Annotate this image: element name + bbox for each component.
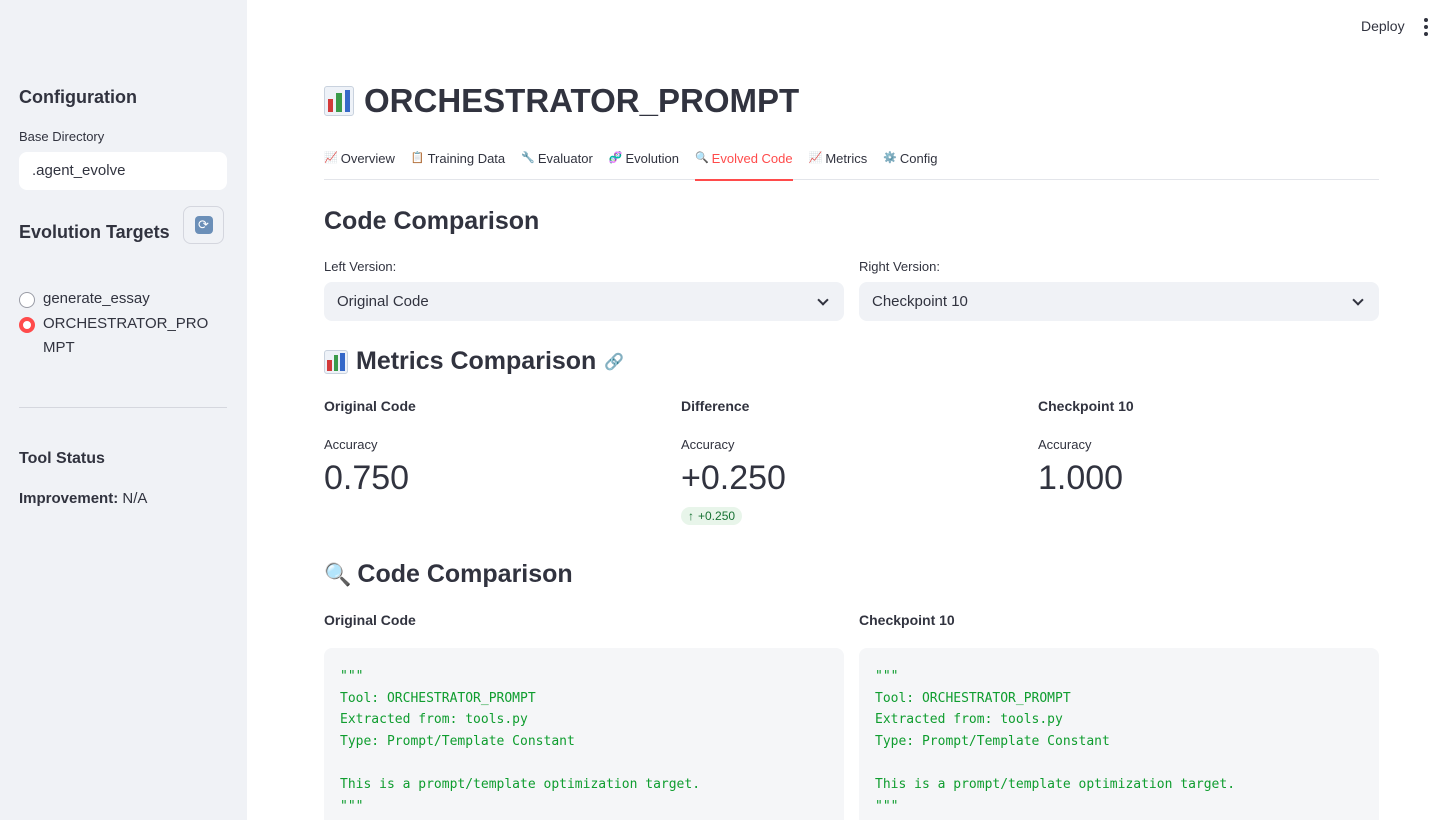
metric-difference: Difference Accuracy +0.250 ↑ +0.250	[681, 398, 1021, 525]
left-version-label: Left Version:	[324, 259, 397, 274]
metric-value: 1.000	[1038, 459, 1124, 497]
magnifier-icon: 🔍	[324, 561, 352, 587]
base-directory-label: Base Directory	[19, 129, 105, 144]
dna-icon: 🧬	[608, 152, 623, 164]
right-version-select[interactable]: Checkpoint 10	[859, 282, 1379, 321]
metric-label: Accuracy	[681, 437, 735, 452]
right-code-title: Checkpoint 10	[859, 612, 955, 628]
page-title-text: ORCHESTRATOR_PROMPT	[364, 82, 800, 119]
metric-checkpoint: Checkpoint 10 Accuracy 1.000	[1038, 398, 1378, 498]
radio-checked-icon	[19, 317, 35, 333]
wrench-icon: 🔧	[521, 152, 535, 164]
left-version-value: Original Code	[337, 293, 429, 310]
sidebar: Configuration Base Directory .agent_evol…	[0, 0, 247, 820]
target-radio-orchestrator-prompt[interactable]: ORCHESTRATOR_PROMPT	[19, 315, 211, 360]
tab-evolution[interactable]: 🧬 Evolution	[609, 148, 679, 180]
page-title: ORCHESTRATOR_PROMPT	[324, 82, 799, 120]
code-comparison-heading: Code Comparison	[324, 207, 540, 235]
right-version-label: Right Version:	[859, 259, 940, 274]
delta-badge: ↑ +0.250	[681, 507, 743, 525]
tab-evolved-code[interactable]: 🔍 Evolved Code	[694, 148, 793, 181]
improvement-status: Improvement: N/A	[19, 490, 147, 507]
chart-up-icon: 📈	[324, 152, 338, 164]
arrow-up-icon: ↑	[688, 509, 694, 523]
tab-label: Config	[899, 151, 938, 166]
right-code-block[interactable]: """ Tool: ORCHESTRATOR_PROMPT Extracted …	[859, 648, 1379, 820]
tab-label: Evaluator	[537, 151, 593, 166]
tab-label: Training Data	[427, 151, 506, 166]
deploy-button[interactable]: Deploy	[1361, 18, 1405, 34]
metric-label: Accuracy	[1038, 437, 1092, 452]
bar-chart-icon	[324, 349, 348, 374]
metric-value: 0.750	[324, 459, 410, 497]
chart-up-icon: 📈	[808, 152, 823, 164]
metrics-comparison-heading: Metrics Comparison 🔗	[324, 347, 624, 376]
tab-bar: 📈 Overview 📋 Training Data 🔧 Evaluator 🧬 Evo…	[324, 148, 1379, 181]
tab-label: Evolution	[625, 151, 679, 166]
tool-status-heading: Tool Status	[19, 450, 105, 467]
metric-head: Original Code	[324, 398, 416, 414]
bar-chart-icon	[324, 86, 354, 116]
tab-training-data[interactable]: 📋 Training Data	[411, 148, 505, 180]
right-version-value: Checkpoint 10	[872, 293, 968, 310]
radio-unchecked-icon	[19, 292, 35, 308]
left-version-select[interactable]: Original Code	[324, 282, 844, 321]
clipboard-icon: 📋	[410, 152, 425, 164]
improvement-value: N/A	[122, 490, 148, 507]
sidebar-divider	[19, 407, 227, 408]
metric-head: Difference	[681, 398, 750, 414]
link-icon[interactable]: 🔗	[604, 353, 625, 371]
chevron-down-icon	[817, 293, 829, 306]
metric-value: +0.250	[681, 459, 786, 497]
refresh-icon: ⟳	[194, 216, 213, 234]
code-view-heading: 🔍 Code Comparison	[324, 560, 573, 589]
metric-original: Original Code Accuracy 0.750	[324, 398, 664, 498]
configuration-heading: Configuration	[19, 87, 137, 107]
more-menu-icon[interactable]	[1416, 18, 1436, 36]
target-label: ORCHESTRATOR_PROMPT	[43, 315, 209, 356]
metrics-heading-text: Metrics Comparison	[356, 347, 597, 375]
chevron-down-icon	[1352, 293, 1364, 306]
tab-label: Overview	[340, 151, 395, 166]
improvement-label: Improvement:	[19, 490, 119, 507]
delta-value: +0.250	[698, 509, 736, 523]
magnifier-icon: 🔍	[694, 152, 709, 164]
tab-label: Evolved Code	[711, 151, 793, 166]
code-heading-text: Code Comparison	[357, 560, 573, 588]
metric-label: Accuracy	[324, 437, 378, 452]
left-code-title: Original Code	[324, 612, 416, 628]
tab-metrics[interactable]: 📈 Metrics	[809, 148, 868, 180]
refresh-button[interactable]: ⟳	[183, 206, 224, 244]
metric-head: Checkpoint 10	[1038, 398, 1134, 414]
tab-overview[interactable]: 📈 Overview	[324, 148, 395, 180]
tab-label: Metrics	[825, 151, 868, 166]
tab-config[interactable]: ⚙️ Config	[883, 148, 937, 180]
gear-icon: ⚙️	[883, 152, 897, 164]
target-radio-generate-essay[interactable]: generate_essay	[19, 290, 211, 311]
evolution-targets-heading: Evolution Targets	[19, 222, 170, 242]
left-code-block[interactable]: """ Tool: ORCHESTRATOR_PROMPT Extracted …	[324, 648, 844, 820]
tab-evaluator[interactable]: 🔧 Evaluator	[521, 148, 593, 180]
target-label: generate_essay	[43, 290, 150, 307]
base-directory-input[interactable]: .agent_evolve	[19, 152, 227, 190]
